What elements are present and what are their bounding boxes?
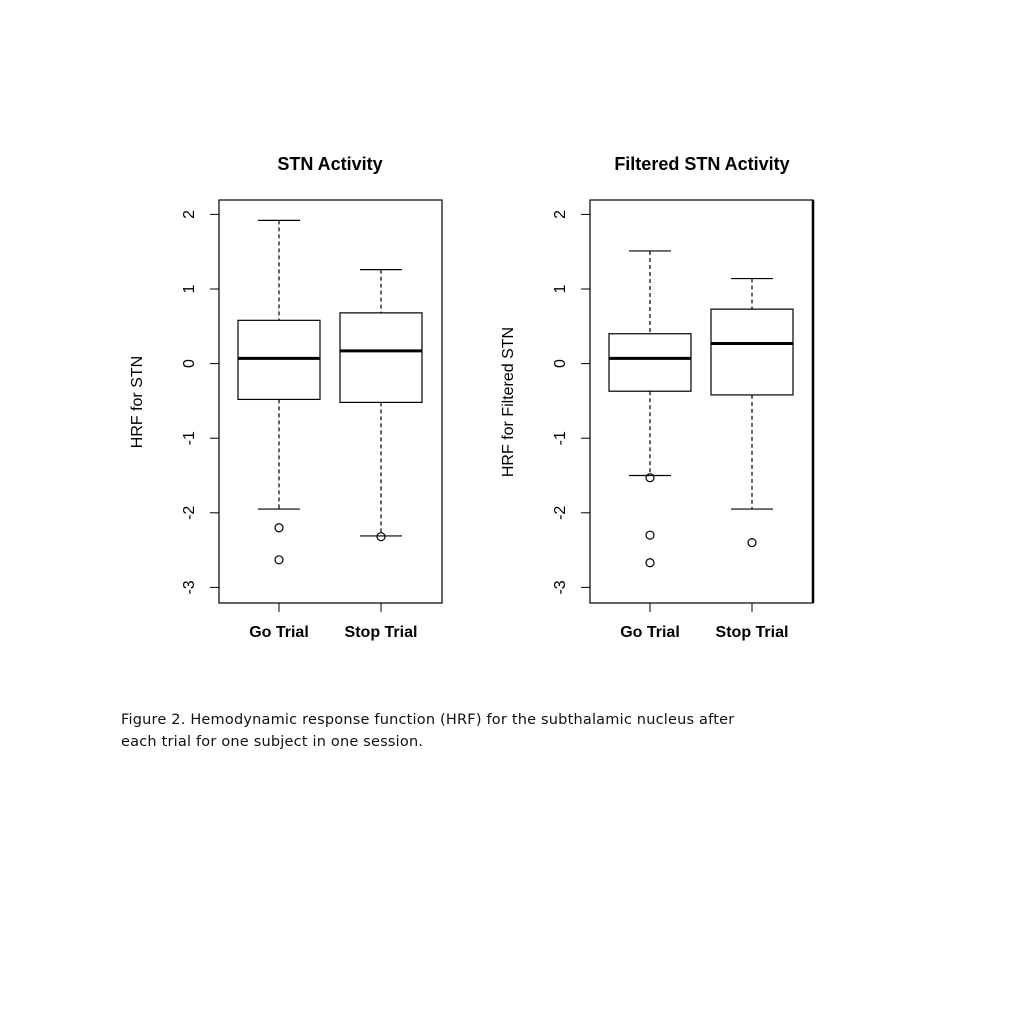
box-go-trial <box>237 219 321 565</box>
y-tick-label: 2 <box>552 210 569 219</box>
y-tick-label: 0 <box>181 359 198 368</box>
plot-frame <box>218 199 443 604</box>
y-axis-label: HRF for STN <box>129 356 146 448</box>
outlier-point <box>645 530 655 540</box>
y-axis-label: HRF for Filtered STN <box>500 327 517 477</box>
x-category-label: Stop Trial <box>345 624 418 641</box>
iqr-box <box>339 312 423 403</box>
chart-panel-1: STN Activity 2 1 0 -1 -2 -3 HRF for STN Go Trial… <box>129 154 443 641</box>
y-tick-label: 0 <box>552 359 569 368</box>
box-stop-trial <box>339 269 423 542</box>
outlier-point <box>376 532 386 542</box>
caption-line-2: each trial for one subject in one sessio… <box>121 734 424 750</box>
y-tick-label: -3 <box>552 580 569 594</box>
chart-title: Filtered STN Activity <box>614 154 789 174</box>
x-category-label: Stop Trial <box>716 624 789 641</box>
y-tick-label: -1 <box>552 431 569 445</box>
box-go-trial <box>608 250 692 568</box>
outlier-point <box>747 538 757 548</box>
x-category-label: Go Trial <box>249 624 309 641</box>
chart-title: STN Activity <box>277 154 382 174</box>
box-stop-trial <box>710 277 794 548</box>
outlier-point <box>274 523 284 533</box>
x-category-label: Go Trial <box>620 624 680 641</box>
y-tick-label: -2 <box>552 506 569 520</box>
iqr-box <box>608 333 692 392</box>
outlier-point <box>645 558 655 568</box>
caption-line-1: Figure 2. Hemodynamic response function … <box>121 712 735 728</box>
y-tick-label: 1 <box>181 284 198 293</box>
outlier-point <box>274 555 284 565</box>
figure-caption: Figure 2. Hemodynamic response function … <box>121 709 881 753</box>
y-tick-label: -1 <box>181 431 198 445</box>
y-tick-label: -2 <box>181 506 198 520</box>
iqr-box <box>710 308 794 396</box>
plot-frame <box>589 199 814 604</box>
y-tick-label: 1 <box>552 284 569 293</box>
y-tick-label: 2 <box>181 210 198 219</box>
outlier-point <box>645 473 655 483</box>
chart-panel-2: Filtered STN Activity 2 1 0 -1 -2 -3 HRF for Fi… <box>500 154 815 641</box>
y-tick-label: -3 <box>181 580 198 594</box>
